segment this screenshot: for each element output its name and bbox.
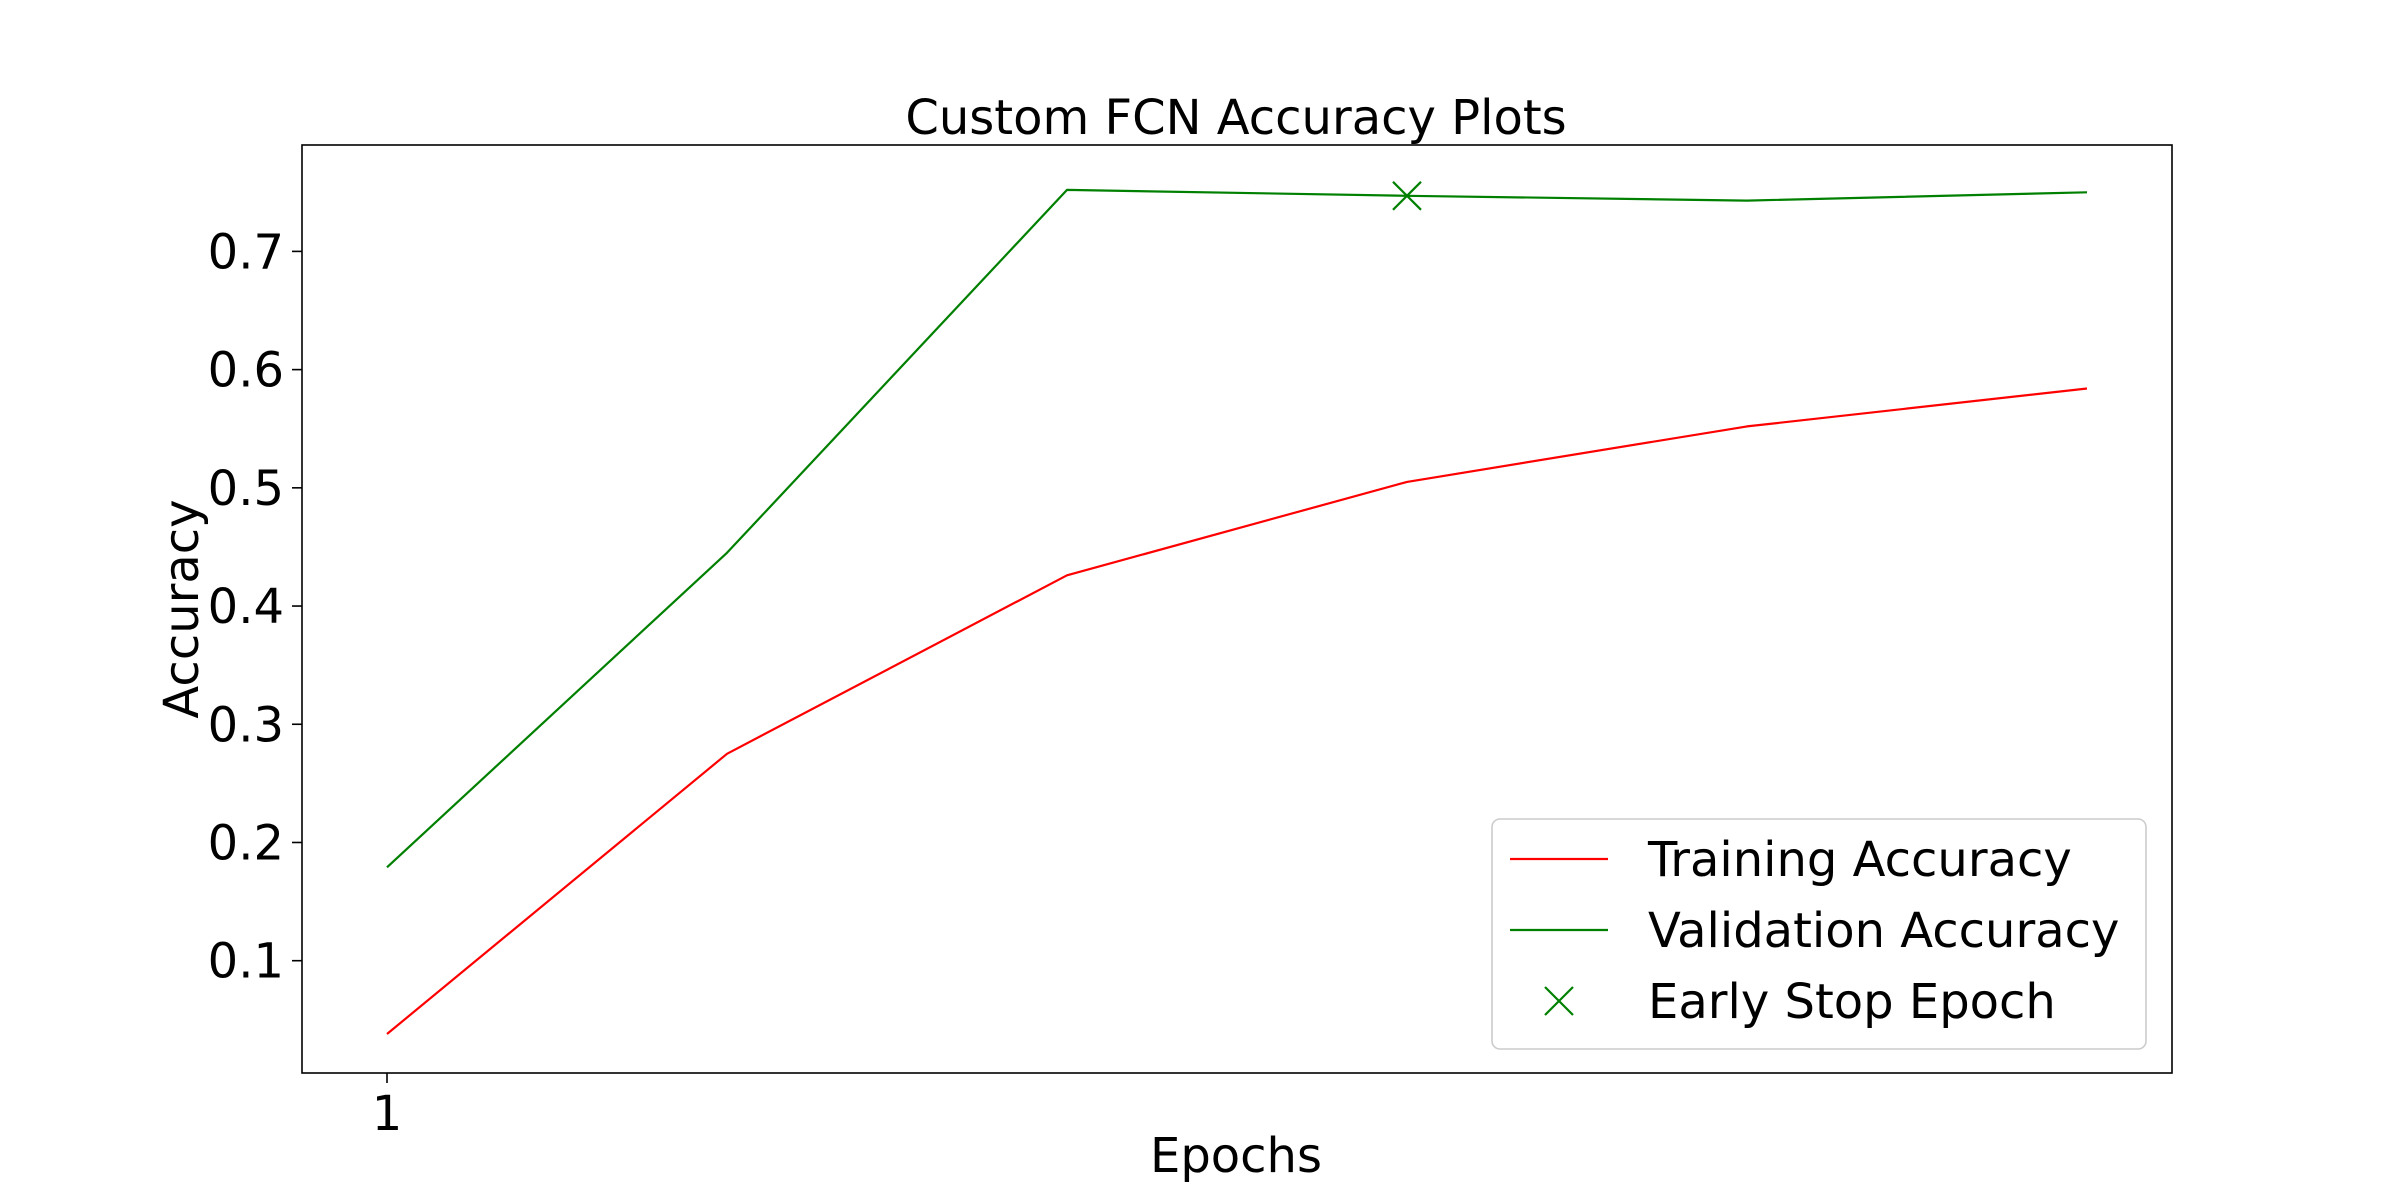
marker-layer: [1392, 181, 1422, 211]
legend-entry-validation-accuracy: Validation Accuracy: [1510, 903, 2119, 959]
y-axis-title: Accuracy: [154, 499, 210, 718]
y-tick-label: 0.7: [208, 224, 284, 280]
legend-box: [1491, 818, 2147, 1050]
legend-label: Validation Accuracy: [1648, 903, 2119, 959]
x-axis: 1: [372, 1073, 403, 1142]
legend-entry-early-stop-epoch: Early Stop Epoch: [1544, 974, 2056, 1030]
series-layer: [386, 188, 2088, 1035]
y-tick-label: 0.2: [208, 815, 284, 871]
x-axis-title: Epochs: [1150, 1128, 1322, 1184]
chart-title: Custom FCN Accuracy Plots: [905, 90, 1566, 146]
plot-area: [301, 144, 2173, 1074]
y-tick-label: 0.5: [208, 461, 284, 517]
legend-label: Early Stop Epoch: [1648, 974, 2056, 1030]
legend-label: Training Accuracy: [1647, 832, 2072, 888]
legend-entry-training-accuracy: Training Accuracy: [1510, 832, 2072, 888]
y-tick-label: 0.6: [208, 343, 284, 399]
early-stop-marker: [1392, 181, 1422, 211]
legend-swatch: [1544, 986, 1574, 1016]
x-tick-label: 1: [372, 1086, 403, 1142]
series-line-validation-accuracy: [386, 188, 2088, 869]
series-line-training-accuracy: [386, 387, 2088, 1035]
plot-frame: [301, 144, 2173, 1074]
y-axis: 0.1 0.2 0.3 0.4 0.5 0.6 0.7: [208, 224, 302, 990]
y-tick-label: 0.3: [208, 697, 284, 753]
legend: Training Accuracy Validation Accuracy Earl…: [1491, 818, 2147, 1050]
y-tick-label: 0.1: [208, 934, 284, 990]
y-tick-label: 0.4: [208, 579, 284, 635]
